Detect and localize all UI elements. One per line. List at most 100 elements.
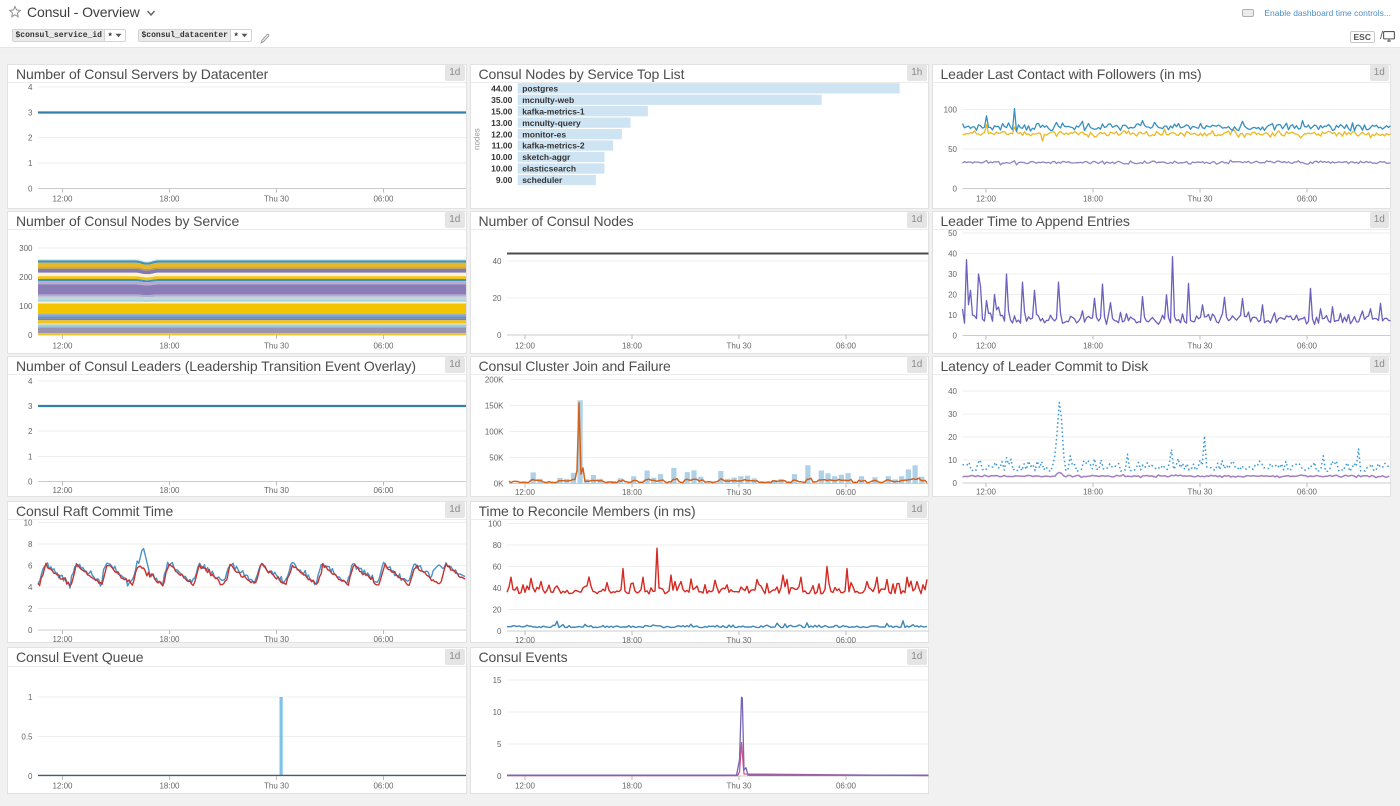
svg-text:4: 4 [28, 582, 33, 591]
svg-text:Thu 30: Thu 30 [264, 781, 289, 790]
svg-text:Thu 30: Thu 30 [726, 781, 751, 790]
svg-text:06:00: 06:00 [1296, 487, 1317, 496]
svg-text:postgres: postgres [522, 83, 558, 93]
svg-text:06:00: 06:00 [1296, 194, 1317, 203]
svg-text:12:00: 12:00 [52, 634, 73, 643]
svg-text:12:00: 12:00 [52, 486, 73, 495]
svg-text:18:00: 18:00 [159, 634, 180, 643]
svg-text:Thu 30: Thu 30 [264, 194, 289, 203]
svg-text:1: 1 [28, 452, 33, 461]
svg-text:06:00: 06:00 [373, 781, 394, 790]
svg-text:4: 4 [28, 376, 33, 385]
svg-text:200K: 200K [484, 375, 503, 384]
svg-text:12:00: 12:00 [52, 781, 73, 790]
svg-text:13.00: 13.00 [491, 117, 513, 127]
svg-text:12:00: 12:00 [52, 341, 73, 350]
svg-text:06:00: 06:00 [835, 635, 856, 644]
svg-text:Thu 30: Thu 30 [1187, 487, 1212, 496]
svg-text:3: 3 [28, 401, 33, 410]
svg-text:20: 20 [492, 293, 501, 302]
svg-text:0: 0 [28, 625, 33, 634]
svg-text:12:00: 12:00 [975, 194, 996, 203]
svg-text:Thu 30: Thu 30 [264, 341, 289, 350]
svg-text:3: 3 [28, 108, 33, 117]
svg-text:10.00: 10.00 [491, 163, 513, 173]
svg-text:6: 6 [28, 561, 33, 570]
svg-text:06:00: 06:00 [835, 781, 856, 790]
svg-text:12:00: 12:00 [514, 635, 535, 644]
svg-text:0K: 0K [493, 479, 503, 488]
svg-text:15.00: 15.00 [491, 106, 513, 116]
svg-text:18:00: 18:00 [1082, 194, 1103, 203]
svg-text:12:00: 12:00 [52, 194, 73, 203]
svg-text:50K: 50K [489, 453, 504, 462]
svg-text:06:00: 06:00 [373, 194, 394, 203]
svg-text:0: 0 [497, 772, 502, 781]
svg-text:0.5: 0.5 [21, 732, 33, 741]
svg-text:100K: 100K [484, 427, 503, 436]
svg-text:10: 10 [24, 518, 33, 527]
svg-text:20: 20 [948, 290, 957, 299]
svg-text:11.00: 11.00 [491, 140, 512, 150]
svg-text:0: 0 [28, 477, 33, 486]
svg-text:kafka-metrics-1: kafka-metrics-1 [522, 106, 585, 116]
svg-text:18:00: 18:00 [621, 635, 642, 644]
svg-text:50: 50 [948, 144, 957, 153]
svg-text:50: 50 [948, 228, 957, 237]
svg-text:06:00: 06:00 [373, 341, 394, 350]
svg-text:10: 10 [492, 708, 501, 717]
svg-text:18:00: 18:00 [159, 486, 180, 495]
svg-text:200: 200 [19, 272, 33, 281]
svg-text:2: 2 [28, 604, 33, 613]
svg-text:30: 30 [948, 409, 957, 418]
svg-text:0: 0 [28, 772, 33, 781]
svg-text:0: 0 [28, 330, 33, 339]
svg-text:scheduler: scheduler [522, 175, 563, 185]
svg-text:nodes: nodes [472, 128, 481, 150]
svg-text:monitor-es: monitor-es [522, 129, 566, 139]
svg-text:10: 10 [948, 455, 957, 464]
svg-text:18:00: 18:00 [159, 781, 180, 790]
svg-text:18:00: 18:00 [159, 341, 180, 350]
svg-text:0: 0 [28, 184, 33, 193]
svg-text:1: 1 [28, 693, 33, 702]
svg-text:Thu 30: Thu 30 [1187, 194, 1212, 203]
svg-text:06:00: 06:00 [835, 341, 856, 350]
svg-text:18:00: 18:00 [159, 194, 180, 203]
svg-text:Thu 30: Thu 30 [726, 635, 751, 644]
svg-text:80: 80 [492, 540, 501, 549]
svg-text:sketch-aggr: sketch-aggr [522, 152, 571, 162]
svg-text:Thu 30: Thu 30 [1187, 341, 1212, 350]
svg-text:2: 2 [28, 426, 33, 435]
svg-text:18:00: 18:00 [621, 341, 642, 350]
svg-text:2: 2 [28, 133, 33, 142]
svg-text:8: 8 [28, 539, 33, 548]
svg-text:150K: 150K [484, 401, 503, 410]
svg-text:12:00: 12:00 [975, 341, 996, 350]
svg-text:60: 60 [492, 562, 501, 571]
svg-text:Thu 30: Thu 30 [726, 341, 751, 350]
svg-text:300: 300 [19, 243, 33, 252]
svg-text:10: 10 [948, 310, 957, 319]
svg-text:06:00: 06:00 [373, 634, 394, 643]
svg-text:12.00: 12.00 [491, 129, 513, 139]
svg-text:20: 20 [492, 605, 501, 614]
svg-text:12:00: 12:00 [514, 781, 535, 790]
svg-text:40: 40 [948, 249, 957, 258]
svg-text:06:00: 06:00 [1296, 341, 1317, 350]
svg-text:12:00: 12:00 [514, 488, 535, 497]
svg-text:0: 0 [497, 330, 502, 339]
svg-text:15: 15 [492, 676, 501, 685]
svg-text:18:00: 18:00 [621, 488, 642, 497]
svg-text:Thu 30: Thu 30 [726, 488, 751, 497]
svg-text:20: 20 [948, 432, 957, 441]
svg-text:kafka-metrics-2: kafka-metrics-2 [522, 140, 585, 150]
svg-text:Thu 30: Thu 30 [264, 486, 289, 495]
svg-text:4: 4 [28, 82, 33, 91]
svg-text:12:00: 12:00 [514, 341, 535, 350]
svg-text:0: 0 [952, 478, 957, 487]
svg-text:12:00: 12:00 [975, 487, 996, 496]
svg-text:44.00: 44.00 [491, 83, 513, 93]
svg-text:18:00: 18:00 [621, 781, 642, 790]
svg-text:18:00: 18:00 [1082, 487, 1103, 496]
